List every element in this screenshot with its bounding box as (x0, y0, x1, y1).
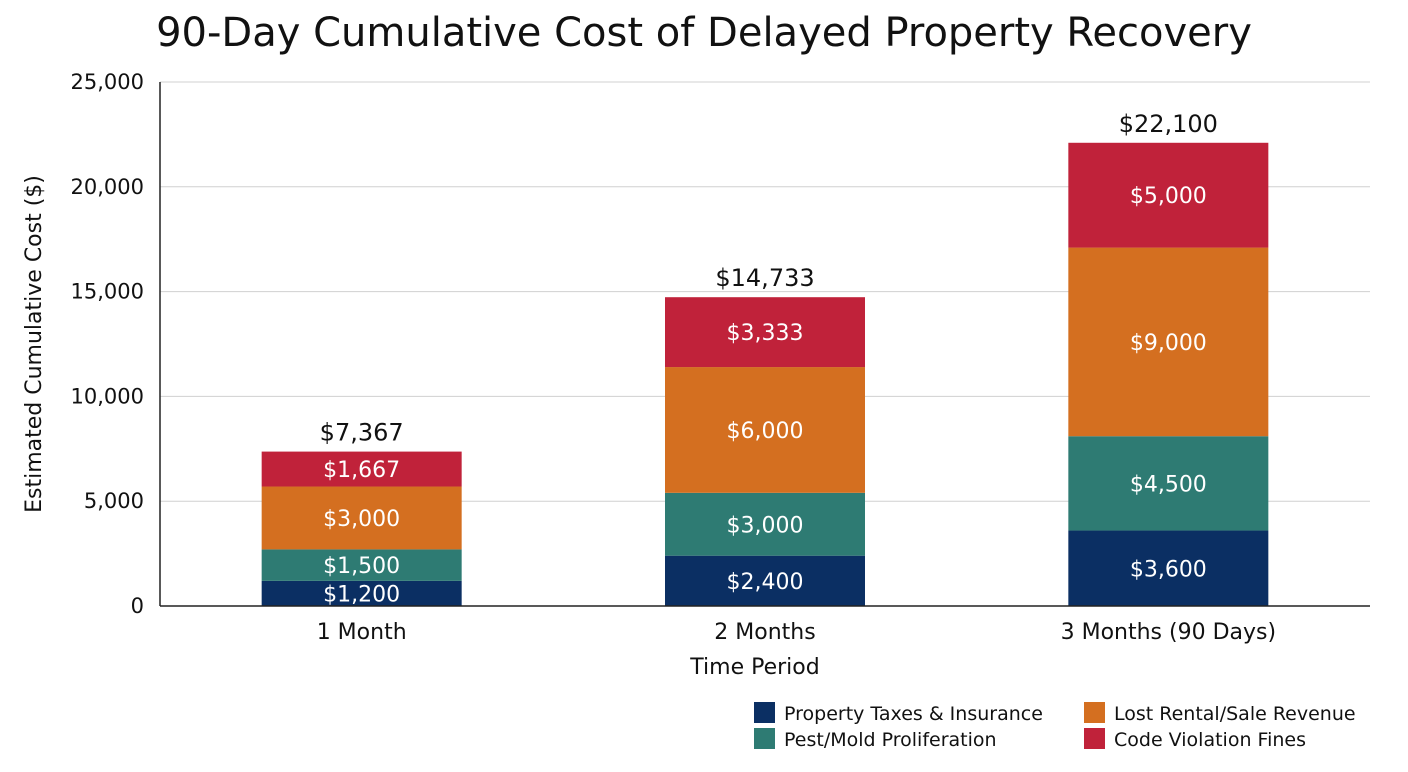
bar-segment-code-violation-fines-3-months-90-days (1068, 142, 1269, 248)
y-tick-label: 10,000 (71, 384, 144, 408)
legend-item-property-taxes-insurance: Property Taxes & Insurance (754, 702, 1043, 725)
bar-segment-lost-rental-sale-revenue-2-months (665, 367, 865, 493)
legend-label: Lost Rental/Sale Revenue (1114, 703, 1356, 725)
legend: Property Taxes & Insurance Lost Rental/Sa… (754, 702, 1356, 751)
segment-value-label: $3,600 (1130, 557, 1207, 582)
x-category-label: 1 Month (317, 620, 407, 645)
segment-value-label: $1,500 (323, 554, 400, 579)
bars (261, 142, 1269, 606)
bar-segment-code-violation-fines-2-months (665, 297, 865, 368)
data-labels: $1,200 $1,500 $3,000 $1,667 $7,367 $2,400 $3,0… (320, 110, 1218, 608)
chart-title: 90-Day Cumulative Cost of Delayed Proper… (156, 10, 1252, 56)
legend-swatch (754, 728, 775, 749)
total-value-label: $22,100 (1119, 110, 1218, 138)
y-axis-title: Estimated Cumulative Cost ($) (22, 175, 47, 513)
legend-label: Property Taxes & Insurance (784, 703, 1043, 725)
legend-swatch (1084, 728, 1105, 749)
bar-segment-property-taxes-insurance-3-months-90-days (1068, 530, 1269, 606)
legend-item-code-violation-fines: Code Violation Fines (1084, 728, 1306, 751)
legend-swatch (1084, 702, 1105, 723)
y-tick-label: 5,000 (84, 489, 144, 513)
bar-segment-code-violation-fines-1-month (261, 451, 462, 487)
legend-label: Code Violation Fines (1114, 729, 1306, 751)
segment-value-label: $1,200 (323, 582, 400, 607)
legend-swatch (754, 702, 775, 723)
x-axis-categories: 1 Month 2 Months 3 Months (90 Days) (317, 620, 1276, 645)
legend-item-pest-mold-proliferation: Pest/Mold Proliferation (754, 728, 997, 751)
segment-value-label: $3,333 (727, 321, 804, 346)
segment-value-label: $5,000 (1130, 184, 1207, 209)
bar-segment-lost-rental-sale-revenue-1-month (261, 486, 462, 550)
bar-segment-pest-mold-proliferation-1-month (261, 549, 462, 581)
legend-label: Pest/Mold Proliferation (784, 729, 997, 751)
bar-segment-property-taxes-insurance-2-months (665, 555, 865, 606)
segment-value-label: $4,500 (1130, 472, 1207, 497)
legend-item-lost-rental-sale-revenue: Lost Rental/Sale Revenue (1084, 702, 1356, 725)
y-tick-label: 15,000 (71, 280, 144, 304)
total-value-label: $7,367 (320, 419, 404, 447)
segment-value-label: $2,400 (727, 570, 804, 595)
segment-value-label: $1,667 (323, 458, 400, 483)
total-value-label: $14,733 (715, 264, 814, 292)
bar-segment-pest-mold-proliferation-2-months (665, 492, 865, 556)
x-category-label: 2 Months (714, 620, 815, 645)
y-tick-label: 25,000 (71, 70, 144, 94)
segment-value-label: $3,000 (727, 513, 804, 538)
segment-value-label: $6,000 (727, 419, 804, 444)
x-axis-title: Time Period (689, 655, 819, 680)
y-tick-label: 0 (131, 594, 144, 618)
bar-segment-pest-mold-proliferation-3-months-90-days (1068, 436, 1269, 531)
y-axis-ticks: 0 5,000 10,000 15,000 20,000 25,000 (71, 70, 144, 618)
segment-value-label: $9,000 (1130, 331, 1207, 356)
bar-segment-property-taxes-insurance-1-month (261, 580, 462, 606)
segment-value-label: $3,000 (323, 507, 400, 532)
y-tick-label: 20,000 (71, 175, 144, 199)
bar-segment-lost-rental-sale-revenue-3-months-90-days (1068, 247, 1269, 437)
x-category-label: 3 Months (90 Days) (1061, 620, 1276, 645)
